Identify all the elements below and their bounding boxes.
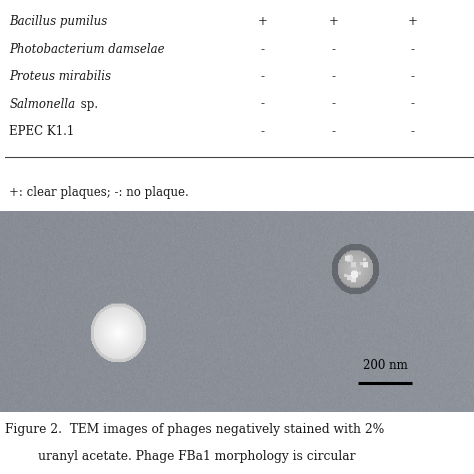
Text: -: - <box>261 43 265 56</box>
Text: -: - <box>261 98 265 110</box>
Text: Salmonella: Salmonella <box>9 98 75 110</box>
Text: 200 nm: 200 nm <box>363 359 407 372</box>
Text: EPEC K1.1: EPEC K1.1 <box>9 125 75 138</box>
Text: +: + <box>408 15 418 28</box>
Text: -: - <box>331 125 335 138</box>
Text: +: + <box>258 15 268 28</box>
Text: -: - <box>261 70 265 83</box>
Text: Figure 2.  TEM images of phages negatively stained with 2%: Figure 2. TEM images of phages negativel… <box>5 423 384 436</box>
Text: -: - <box>411 98 415 110</box>
Text: -: - <box>411 43 415 56</box>
Text: -: - <box>411 70 415 83</box>
Text: Proteus mirabilis: Proteus mirabilis <box>9 70 111 83</box>
Text: uranyl acetate. Phage FBa1 morphology is circular: uranyl acetate. Phage FBa1 morphology is… <box>38 450 356 463</box>
Text: Bacillus pumilus: Bacillus pumilus <box>9 15 108 28</box>
Text: +: clear plaques; -: no plaque.: +: clear plaques; -: no plaque. <box>9 186 189 199</box>
Text: -: - <box>331 98 335 110</box>
Text: -: - <box>411 125 415 138</box>
Text: Photobacterium damselae: Photobacterium damselae <box>9 43 165 56</box>
Text: -: - <box>331 70 335 83</box>
Text: sp.: sp. <box>77 98 99 110</box>
Text: -: - <box>331 43 335 56</box>
Text: +: + <box>328 15 338 28</box>
Text: -: - <box>261 125 265 138</box>
